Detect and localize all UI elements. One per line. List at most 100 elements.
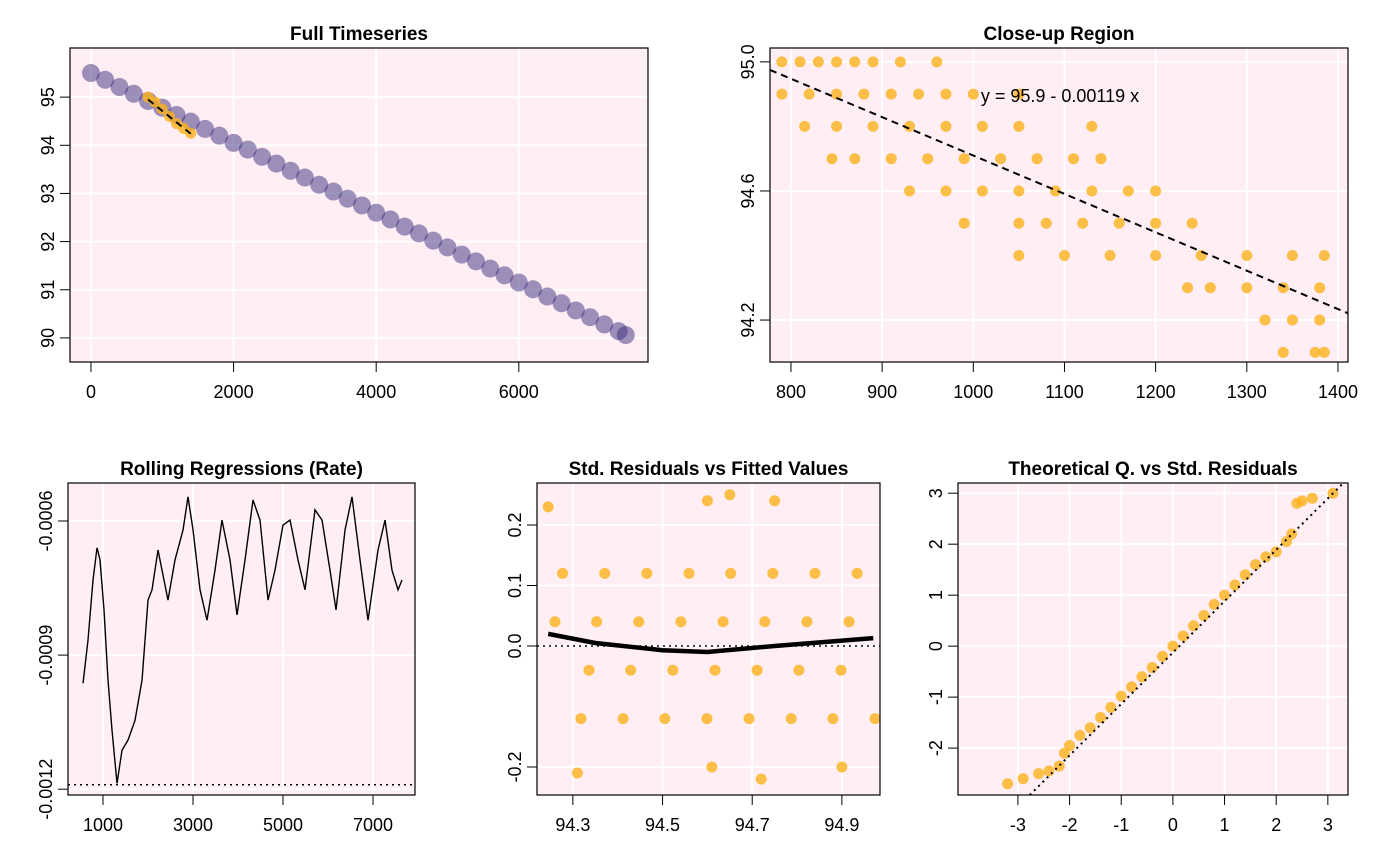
y-tick-label: -0.0009 xyxy=(36,625,56,686)
data-point xyxy=(1086,120,1098,132)
data-point xyxy=(903,185,915,197)
x-tick-label: -1 xyxy=(1113,815,1129,835)
data-point xyxy=(452,245,471,264)
data-point xyxy=(1002,778,1014,790)
data-point xyxy=(633,616,645,628)
data-line xyxy=(1029,483,1345,795)
data-point xyxy=(903,120,915,132)
data-point xyxy=(1113,217,1125,229)
data-point xyxy=(467,252,486,271)
data-point xyxy=(1318,250,1330,262)
plot-background xyxy=(958,483,1348,795)
data-point xyxy=(253,147,272,166)
data-point xyxy=(1126,681,1138,693)
data-point xyxy=(310,175,329,194)
x-tick-label: 2 xyxy=(1271,815,1281,835)
data-line xyxy=(82,496,403,784)
data-point xyxy=(1122,185,1134,197)
data-point xyxy=(1286,314,1298,326)
data-point xyxy=(599,567,611,579)
data-point xyxy=(367,203,386,222)
data-point xyxy=(1104,250,1116,262)
x-tick-label: 2000 xyxy=(214,382,254,402)
data-point xyxy=(1198,610,1210,622)
x-tick-label: -3 xyxy=(1010,815,1026,835)
data-point xyxy=(566,301,585,320)
data-point xyxy=(759,616,771,628)
data-point xyxy=(495,266,514,285)
plot-frame xyxy=(69,47,649,363)
data-point xyxy=(424,231,443,250)
panel-title: Full Timeseries xyxy=(290,24,428,45)
data-point xyxy=(894,56,906,68)
plot-frame xyxy=(67,482,416,796)
data-point xyxy=(1195,250,1207,262)
data-point xyxy=(812,56,824,68)
data-point xyxy=(849,153,861,165)
data-point xyxy=(1157,650,1169,662)
x-tick-label: 94.3 xyxy=(555,815,590,835)
data-point xyxy=(1013,185,1025,197)
data-point xyxy=(809,567,821,579)
data-point xyxy=(667,664,679,676)
x-tick-label: 1200 xyxy=(1136,382,1176,402)
data-point xyxy=(1309,346,1321,358)
y-tick-label: 95 xyxy=(38,87,58,107)
y-tick-label: 0.2 xyxy=(505,512,525,537)
panel: Full Timeseries 0 2000 4000 6000 90 91 92 93 94 95 xyxy=(38,24,649,402)
data-point xyxy=(542,501,554,513)
data-point xyxy=(581,308,600,327)
y-tick-label: -2 xyxy=(926,740,946,756)
data-point xyxy=(1177,630,1189,642)
data-point xyxy=(1186,217,1198,229)
data-point xyxy=(196,119,215,138)
y-tick-label: 94.6 xyxy=(738,173,758,208)
data-point xyxy=(995,153,1007,165)
data-point xyxy=(1074,729,1086,741)
data-point xyxy=(803,88,815,100)
data-point xyxy=(701,495,713,507)
data-point xyxy=(1115,690,1127,702)
x-tick-label: 4000 xyxy=(356,382,396,402)
data-point xyxy=(409,224,428,243)
data-point xyxy=(81,64,100,83)
data-point xyxy=(1095,153,1107,165)
data-point xyxy=(849,56,861,68)
data-point xyxy=(706,761,718,773)
data-point xyxy=(1314,282,1326,294)
data-point xyxy=(1077,217,1089,229)
data-point xyxy=(1259,314,1271,326)
data-point xyxy=(552,294,571,313)
data-point xyxy=(1229,579,1241,591)
data-point xyxy=(831,56,843,68)
y-tick-label: 2 xyxy=(926,539,946,549)
data-point xyxy=(1150,185,1162,197)
data-point xyxy=(96,70,115,89)
plot-background xyxy=(68,483,415,795)
data-point xyxy=(557,567,569,579)
plot-area xyxy=(68,496,415,786)
data-point xyxy=(885,88,897,100)
plot-frame xyxy=(957,482,1349,796)
data-point xyxy=(538,287,557,306)
x-tick-label: 1000 xyxy=(953,382,993,402)
data-point xyxy=(595,315,614,334)
data-point xyxy=(826,153,838,165)
data-point xyxy=(583,664,595,676)
x-tick-label: -2 xyxy=(1062,815,1078,835)
data-point xyxy=(1270,546,1282,558)
data-point xyxy=(831,88,843,100)
data-point xyxy=(571,767,583,779)
data-point xyxy=(885,153,897,165)
data-point xyxy=(717,616,729,628)
plot-area xyxy=(1002,483,1345,795)
data-point xyxy=(675,616,687,628)
data-point xyxy=(851,567,863,579)
data-point xyxy=(1250,559,1262,571)
data-point xyxy=(616,326,635,345)
data-point xyxy=(1182,282,1194,294)
data-point xyxy=(1286,528,1298,540)
data-point xyxy=(867,56,879,68)
data-point xyxy=(793,664,805,676)
